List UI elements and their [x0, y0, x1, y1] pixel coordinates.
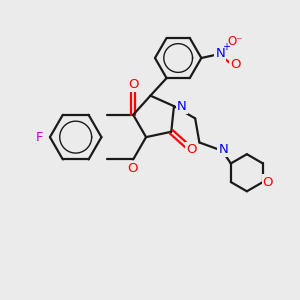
Text: N: N [218, 143, 228, 156]
Text: O: O [262, 176, 273, 188]
Text: O: O [128, 78, 138, 91]
Text: O: O [186, 143, 196, 156]
Text: O: O [127, 162, 137, 175]
Text: +: + [222, 42, 230, 52]
Text: N: N [215, 46, 225, 60]
Text: O⁻: O⁻ [227, 35, 243, 48]
Text: N: N [215, 46, 225, 60]
Text: F: F [35, 130, 43, 144]
Text: O: O [230, 58, 240, 71]
Text: N: N [177, 100, 187, 112]
